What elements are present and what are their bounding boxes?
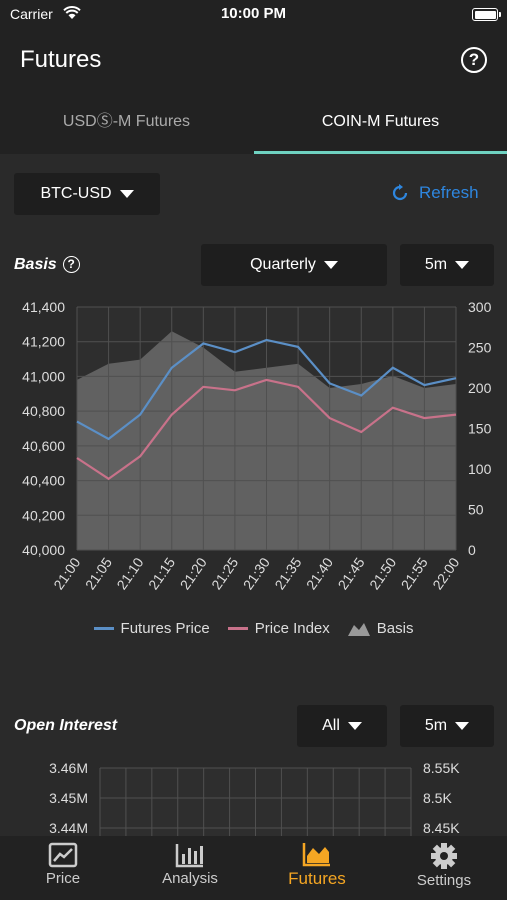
oi-y-left-tick-label: 3.46M (49, 760, 88, 776)
chevron-down-icon (455, 722, 470, 730)
legend-label-futures: Futures Price (120, 620, 210, 637)
basis-title-row: Basis? (14, 256, 80, 274)
tabbar-price-label: Price (45, 870, 81, 887)
tabbar-price[interactable]: Price (0, 836, 126, 900)
refresh-label: Refresh (419, 183, 479, 202)
contract-type-label: Quarterly (250, 256, 316, 273)
oi-interval-label: 5m (424, 717, 448, 734)
page-title: Futures (20, 46, 102, 73)
open-interest-chart: 3.46M 3.45M 3.44M 8.55K 8.5K 8.45K (49, 760, 460, 836)
status-time: 10:00 PM (220, 5, 287, 22)
legend-futures-price: Futures Price (93, 620, 210, 637)
y-right-tick-label: 250 (468, 340, 492, 356)
tabbar-futures[interactable]: Futures (254, 836, 380, 900)
analysis-bars-icon (175, 844, 203, 868)
basis-legend: Futures Price Price Index Basis (0, 620, 507, 637)
basis-interval-dropdown[interactable]: 5m (400, 244, 494, 286)
chevron-down-icon (347, 722, 362, 730)
oi-y-right-tick-label: 8.5K (423, 790, 452, 806)
basis-interval-label: 5m (424, 256, 448, 273)
x-tick-label: 21:05 (82, 554, 115, 592)
tabbar-futures-label: Futures (288, 869, 346, 888)
chevron-down-icon (119, 190, 134, 198)
y-right-tick-label: 300 (468, 299, 492, 315)
oi-y-right-tick-label: 8.55K (423, 760, 460, 776)
help-icon[interactable]: ? (461, 47, 487, 73)
oi-y-left-tick-label: 3.44M (49, 820, 88, 836)
tabbar-settings-label: Settings (416, 872, 472, 889)
y-right-tick-label: 200 (468, 380, 492, 396)
futures-area-icon (302, 843, 330, 867)
y-left-tick-label: 40,800 (22, 403, 65, 419)
futures-tabs: USDⓈ-M Futures COIN-M Futures (0, 100, 507, 154)
gear-icon (431, 843, 457, 869)
x-tick-label: 21:15 (145, 554, 178, 592)
y-left-tick-label: 41,400 (22, 299, 65, 315)
legend-basis: Basis (347, 620, 414, 637)
x-tick-label: 21:40 (303, 554, 336, 592)
tab-usds-m-futures[interactable]: USDⓈ-M Futures (62, 113, 191, 130)
x-tick-label: 21:25 (208, 554, 241, 592)
basis-title: Basis (14, 256, 57, 273)
symbol-dropdown[interactable]: BTC-USD (14, 173, 160, 215)
x-tick-label: 21:45 (334, 554, 367, 592)
oi-interval-dropdown[interactable]: 5m (400, 705, 494, 747)
x-tick-label: 21:30 (240, 554, 273, 592)
x-tick-label: 21:10 (113, 554, 146, 592)
legend-label-index: Price Index (254, 620, 330, 637)
oi-filter-label: All (322, 717, 340, 734)
tabbar-analysis[interactable]: Analysis (127, 836, 253, 900)
x-tick-label: 21:00 (50, 554, 83, 592)
status-bar: Carrier 10:00 PM (0, 0, 507, 30)
price-index-line (76, 378, 457, 481)
y-left-tick-label: 40,200 (22, 507, 65, 523)
tabbar-settings[interactable]: Settings (381, 836, 507, 900)
contract-type-dropdown[interactable]: Quarterly (201, 244, 387, 286)
y-right-tick-label: 0 (468, 542, 476, 558)
chevron-down-icon (323, 261, 338, 269)
tabbar-analysis-label: Analysis (162, 870, 218, 887)
y-right-tick-label: 150 (468, 421, 492, 437)
symbol-label: BTC-USD (40, 185, 112, 202)
x-tick-label: 21:50 (366, 554, 399, 592)
x-tick-label: 21:55 (398, 554, 431, 592)
wifi-icon (63, 6, 81, 19)
oi-y-right-tick-label: 8.45K (423, 820, 460, 836)
oi-y-left-tick-label: 3.45M (49, 790, 88, 806)
y-left-tick-label: 41,000 (22, 368, 65, 384)
area-swatch-icon (347, 622, 370, 636)
carrier-label: Carrier (10, 6, 53, 22)
x-tick-label: 21:20 (177, 554, 210, 592)
refresh-icon (392, 184, 408, 201)
y-right-tick-label: 100 (468, 461, 492, 477)
chevron-down-icon (455, 261, 470, 269)
y-left-tick-label: 40,400 (22, 473, 65, 489)
header: Futures ? (0, 30, 507, 100)
legend-price-index: Price Index (227, 620, 330, 637)
battery-icon (472, 8, 501, 21)
tab-coin-m-futures[interactable]: COIN-M Futures (254, 100, 507, 154)
basis-chart: 41,400 41,200 41,000 40,800 40,600 40,400 40,2… (22, 299, 492, 592)
x-tick-label: 21:35 (271, 554, 304, 592)
y-left-tick-label: 41,200 (22, 334, 65, 350)
y-left-tick-label: 40,600 (22, 438, 65, 454)
legend-swatch-index (227, 627, 248, 630)
open-interest-title: Open Interest (14, 717, 118, 734)
legend-swatch-futures (93, 627, 114, 630)
futures-price-line (76, 338, 457, 441)
basis-help-icon[interactable]: ? (62, 256, 80, 273)
x-tick-label: 22:00 (429, 554, 462, 592)
y-right-tick-label: 50 (468, 502, 484, 518)
bottom-tab-bar: Price Analysis Futures (0, 836, 507, 900)
y-left-tick-label: 40,000 (22, 542, 65, 558)
price-chart-icon (48, 842, 78, 868)
legend-label-basis: Basis (376, 620, 414, 637)
oi-filter-dropdown[interactable]: All (297, 705, 387, 747)
refresh-button[interactable]: Refresh (390, 183, 479, 203)
